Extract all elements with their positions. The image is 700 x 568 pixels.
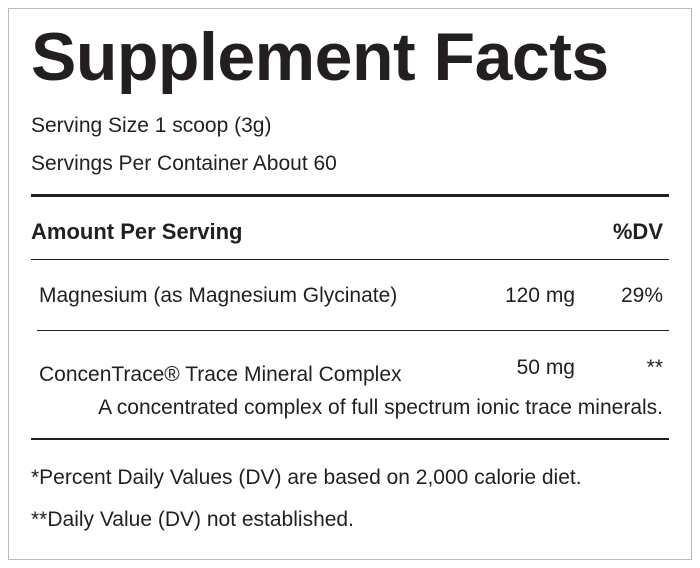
ingredient-name: ConcenTrace® Trace Mineral Complex [39,363,402,386]
supplement-label: Supplement Facts Serving Size 1 scoop (3… [8,8,692,560]
amount-header: Amount Per Serving [31,219,243,244]
title: Supplement Facts [31,19,609,95]
rule [31,438,669,440]
footnote: *Percent Daily Values (DV) are based on … [31,466,582,489]
rule [37,330,669,331]
ingredient-amount: 120 mg [504,284,575,307]
ingredient-dv: 29% [620,284,663,307]
footnote: **Daily Value (DV) not established. [31,508,354,531]
dv-header: %DV [612,219,663,244]
servings-per-container: Servings Per Container About 60 [31,152,337,175]
serving-size: Serving Size 1 scoop (3g) [31,114,272,137]
ingredient-dv: ** [646,356,663,379]
rule [31,259,669,260]
ingredient-description: A concentrated complex of full spectrum … [98,396,663,419]
thick-rule [31,194,669,197]
ingredient-amount: 50 mg [516,356,575,379]
ingredient-name: Magnesium (as Magnesium Glycinate) [39,284,398,307]
